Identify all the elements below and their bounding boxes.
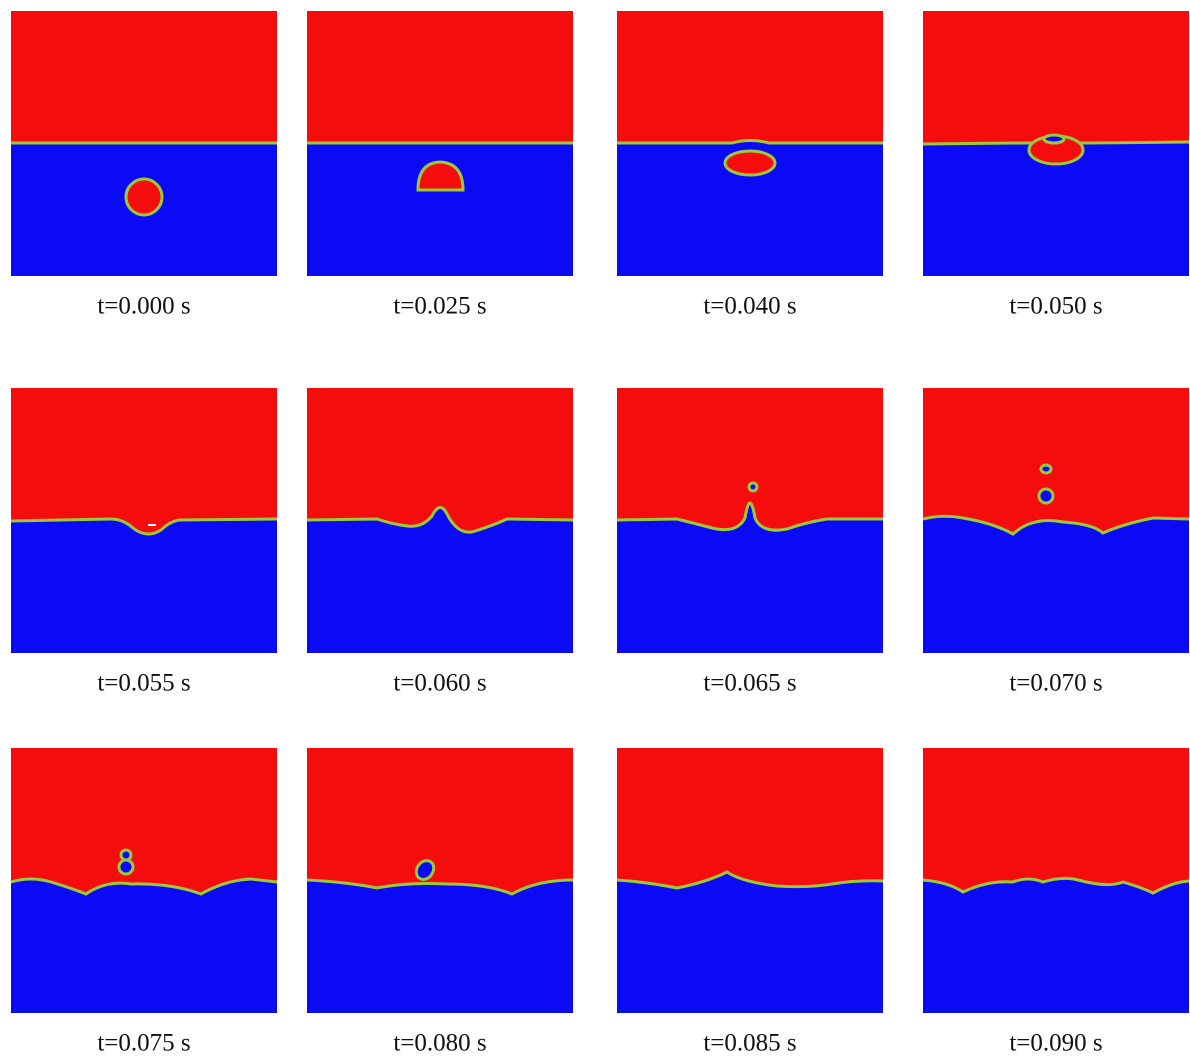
- frame-caption: t=0.025 s: [393, 293, 486, 320]
- frame-caption: t=0.065 s: [703, 670, 796, 697]
- simulation-frame: [617, 748, 883, 1013]
- simulation-frame: [617, 11, 883, 276]
- page: t=0.000 s t=0.025 s t=0.040 s t=0.050 s t=0.…: [0, 0, 1190, 1059]
- liquid-region: [307, 880, 573, 1013]
- droplet: [725, 151, 775, 175]
- frame-caption: t=0.085 s: [703, 1030, 796, 1057]
- droplet: [1041, 465, 1051, 473]
- liquid-region: [11, 879, 277, 1013]
- simulation-frame: [923, 388, 1189, 653]
- simulation-frame: [11, 748, 277, 1013]
- frame-caption: t=0.000 s: [97, 293, 190, 320]
- droplet: [119, 860, 133, 874]
- simulation-frame: [11, 11, 277, 276]
- frame-caption: t=0.055 s: [97, 670, 190, 697]
- frame-caption: t=0.075 s: [97, 1030, 190, 1057]
- liquid-region: [923, 878, 1189, 1013]
- frame-caption: t=0.080 s: [393, 1030, 486, 1057]
- droplet: [418, 162, 463, 190]
- simulation-frame: [307, 748, 573, 1013]
- liquid-region: [617, 872, 883, 1013]
- liquid-region: [923, 516, 1189, 653]
- droplet: [126, 179, 162, 215]
- simulation-frame: [923, 11, 1189, 276]
- frame-caption: t=0.070 s: [1009, 670, 1102, 697]
- simulation-frame: [923, 748, 1189, 1013]
- simulation-frame: [11, 388, 277, 653]
- liquid-region: [11, 519, 277, 653]
- liquid-region: [617, 503, 883, 653]
- droplet: [148, 524, 156, 526]
- frame-caption: t=0.050 s: [1009, 293, 1102, 320]
- figure: t=0.000 s t=0.025 s t=0.040 s t=0.050 s t=0.…: [0, 0, 1190, 1059]
- frame-caption: t=0.060 s: [393, 670, 486, 697]
- droplet: [1044, 135, 1064, 143]
- simulation-frame: [307, 11, 573, 276]
- droplet: [1039, 489, 1053, 503]
- frame-caption: t=0.040 s: [703, 293, 796, 320]
- simulation-frame: [307, 388, 573, 653]
- liquid-region: [307, 507, 573, 653]
- simulation-frame: [617, 388, 883, 653]
- droplet: [749, 483, 757, 491]
- frame-caption: t=0.090 s: [1009, 1030, 1102, 1057]
